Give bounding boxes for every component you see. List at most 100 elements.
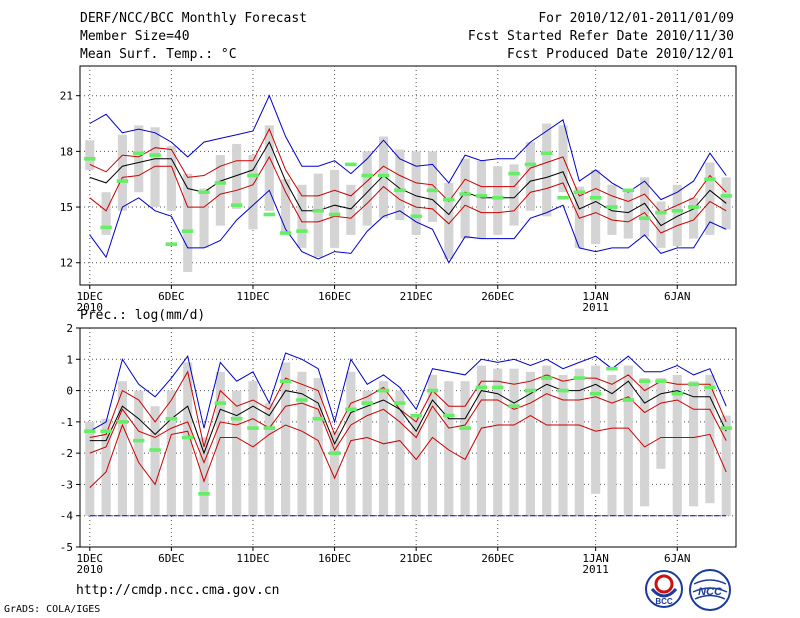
observed-marker: [557, 388, 569, 393]
member-range-bar: [101, 192, 111, 235]
member-range-bar: [525, 371, 535, 516]
member-range-bar: [656, 378, 666, 469]
observed-marker: [279, 379, 292, 383]
observed-marker: [557, 195, 569, 200]
member-range-bar: [313, 173, 323, 258]
observed-marker: [361, 173, 373, 178]
series-line-min: [89, 415, 727, 488]
observed-marker: [181, 435, 194, 440]
observed-marker: [377, 388, 390, 393]
member-range-bar: [558, 125, 568, 193]
observed-marker: [508, 171, 520, 176]
x-tick-label: 1JAN: [582, 552, 609, 565]
member-range-bar: [493, 166, 503, 235]
forecast-period-label: For 2010/12/01-2011/01/09: [538, 11, 734, 26]
observed-marker: [443, 413, 455, 418]
member-range-bar: [150, 127, 160, 208]
member-range-bar: [623, 192, 633, 239]
x-year-label: 2011: [582, 563, 609, 576]
x-tick-label: 26DEC: [481, 552, 514, 565]
member-range-bar: [199, 188, 209, 248]
observed-marker: [345, 407, 357, 412]
observed-marker: [296, 398, 308, 402]
member-range-bar: [623, 365, 633, 516]
observed-marker: [671, 391, 683, 396]
observed-marker: [622, 398, 635, 402]
observed-marker: [426, 388, 439, 393]
observed-marker: [149, 448, 161, 452]
observed-marker: [198, 492, 210, 496]
member-range-bar: [607, 374, 617, 516]
observed-marker: [328, 212, 341, 217]
member-range-bar: [264, 403, 274, 516]
member-range-bar: [542, 365, 552, 516]
observed-marker: [181, 229, 194, 233]
observed-marker: [720, 426, 732, 430]
bcc-logo: BCC: [645, 570, 683, 608]
observed-marker: [133, 438, 145, 443]
observed-marker: [475, 194, 488, 198]
member-range-bar: [215, 371, 225, 516]
plot-frame: [79, 327, 737, 548]
x-tick-label: 26DEC: [481, 290, 514, 303]
y-tick-label: 18: [60, 145, 73, 158]
observed-marker: [198, 190, 210, 195]
observed-marker: [116, 179, 129, 183]
series-line-lower: [89, 155, 727, 234]
observed-marker: [573, 376, 586, 380]
member-range-bar: [264, 125, 274, 211]
member-range-bar: [329, 169, 340, 248]
y-tick-label: 21: [60, 90, 73, 103]
observed-marker: [573, 190, 586, 195]
member-range-bar: [721, 177, 731, 230]
observed-marker: [704, 385, 716, 390]
observed-marker: [426, 188, 439, 193]
observed-marker: [606, 205, 618, 209]
observed-marker: [671, 208, 683, 213]
member-range-bar: [558, 374, 568, 516]
source-url[interactable]: http://cmdp.ncc.cma.gov.cn: [76, 583, 280, 598]
observed-marker: [312, 416, 324, 421]
observed-marker: [655, 379, 667, 383]
y-tick-label: 2: [66, 322, 73, 335]
observed-marker: [296, 229, 308, 233]
x-tick-label: 21DEC: [400, 290, 433, 303]
member-range-bar: [721, 415, 731, 516]
x-year-label: 2010: [77, 301, 104, 314]
member-range-bar: [427, 374, 438, 516]
member-size-label: Member Size=40: [80, 29, 190, 44]
member-range-bar: [689, 381, 699, 507]
observed-marker: [720, 194, 732, 198]
observed-marker: [116, 420, 129, 424]
ncc-logo-text: NCC: [698, 586, 723, 598]
member-range-bar: [542, 123, 552, 217]
member-range-bar: [281, 362, 291, 516]
observed-marker: [230, 203, 243, 207]
y-tick-label: -2: [60, 447, 73, 460]
observed-marker: [394, 188, 406, 193]
observed-marker: [492, 385, 504, 390]
series-line-upper: [89, 370, 727, 448]
x-tick-label: 16DEC: [318, 552, 351, 565]
observed-marker: [165, 416, 178, 421]
member-range-bar: [378, 381, 389, 516]
observed-marker: [100, 225, 112, 230]
panel-title: Prec.: log(mm/d): [80, 308, 205, 323]
member-range-bar: [362, 151, 372, 226]
member-range-bar: [378, 136, 389, 219]
y-tick-label: 0: [66, 385, 73, 398]
x-tick-label: 21DEC: [400, 552, 433, 565]
member-range-bar: [460, 381, 470, 516]
series-line-upper: [89, 127, 727, 214]
member-range-bar: [509, 164, 519, 226]
observed-marker: [312, 208, 324, 213]
member-range-bar: [85, 140, 95, 170]
observed-marker: [214, 401, 227, 405]
observed-marker: [540, 376, 553, 380]
y-tick-label: -3: [60, 478, 73, 491]
observed-marker: [377, 173, 390, 178]
observed-marker: [214, 181, 227, 185]
start-refer-date-label: Fcst Started Refer Date 2010/11/30: [467, 29, 734, 44]
observed-marker: [459, 426, 471, 430]
observed-marker: [345, 162, 357, 167]
